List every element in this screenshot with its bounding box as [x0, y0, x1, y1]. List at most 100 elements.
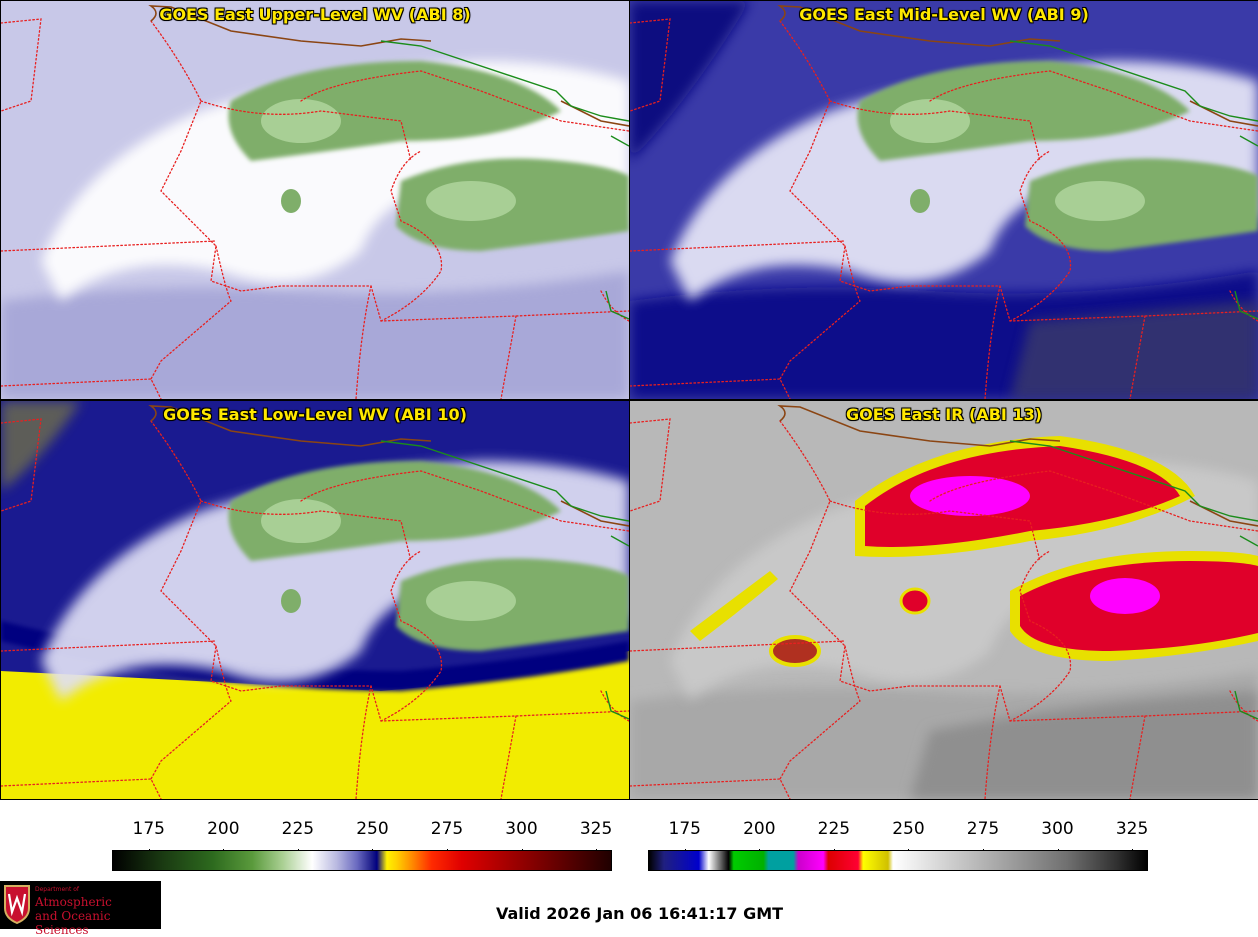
- state-border: [829, 500, 1041, 562]
- country-border: [148, 5, 432, 47]
- panel-title: GOES East IR (ABI 13): [845, 405, 1043, 424]
- state-border: [355, 685, 372, 799]
- state-border: [355, 285, 372, 399]
- state-border: [150, 420, 629, 722]
- colorbar-tick-label: 250: [892, 819, 925, 839]
- logo-line1: Atmospheric: [35, 895, 112, 909]
- province-border: [380, 440, 629, 720]
- country-border: [1189, 500, 1258, 527]
- state-border: [300, 70, 629, 132]
- dry-slot: [630, 1, 750, 161]
- state-border: [630, 778, 791, 799]
- ir-colorbar-gradient: [648, 850, 1148, 871]
- state-border: [150, 245, 232, 380]
- country-border: [777, 405, 1061, 447]
- colorbar-tick-label: 275: [966, 819, 1000, 839]
- state-border: [1, 18, 42, 112]
- state-border: [984, 685, 1001, 799]
- state-border: [630, 640, 846, 652]
- colorbar-tick-label: 300: [1041, 819, 1074, 839]
- state-border: [630, 378, 791, 399]
- state-border: [1, 418, 42, 512]
- cloud-top: [1055, 181, 1145, 221]
- colorbar-tick-label: 175: [132, 819, 166, 839]
- state-border: [380, 550, 443, 722]
- logo-line2: and Oceanic Sciences: [35, 909, 111, 937]
- logo-dept: Department of: [35, 886, 79, 893]
- state-border: [200, 100, 412, 162]
- cloud-cell: [281, 189, 301, 213]
- low-level-wv-panel: GOES East Low-Level WV (ABI 10): [0, 400, 630, 800]
- state-border: [779, 245, 861, 380]
- state-border: [500, 715, 517, 799]
- state-border: [300, 470, 629, 532]
- state-border: [630, 418, 671, 512]
- province-border: [1009, 40, 1258, 320]
- colorbar-tick-label: 275: [430, 819, 464, 839]
- state-border: [600, 690, 629, 722]
- state-border: [500, 315, 517, 399]
- state-border: [150, 20, 629, 322]
- ir-colorbar-ticks: 175 200 225 250 275 300 325: [648, 819, 1149, 854]
- state-border: [380, 150, 443, 322]
- country-border: [560, 500, 629, 527]
- cloud-top: [261, 499, 341, 543]
- state-border: [630, 240, 846, 252]
- cloud-cell: [281, 589, 301, 613]
- moisture-boundary: [1, 621, 629, 691]
- cloud-cell: [910, 189, 930, 213]
- state-border: [984, 285, 1001, 399]
- country-border: [148, 405, 432, 447]
- colorbar-tick-label: 200: [743, 819, 776, 839]
- upper-level-wv-image: [1, 1, 629, 399]
- wv-colorbar-ticks: 175 200 225 250 275 300 325: [112, 819, 613, 854]
- state-border: [600, 290, 629, 322]
- mid-level-wv-panel: GOES East Mid-Level WV (ABI 9): [629, 0, 1258, 400]
- state-border: [150, 645, 232, 780]
- state-border: [779, 645, 861, 780]
- state-border: [1009, 150, 1072, 322]
- country-border: [1189, 100, 1258, 127]
- colorbar-tick-label: 175: [668, 819, 702, 839]
- state-border: [779, 420, 1258, 722]
- colorbar-tick-label: 225: [817, 819, 851, 839]
- colorbar-tick-label: 325: [1115, 819, 1149, 839]
- wv-colorbar-gradient: [112, 850, 612, 871]
- state-border: [1229, 690, 1258, 722]
- ir-cell: [899, 587, 931, 615]
- warm-region: [1, 651, 629, 799]
- cloud-top: [426, 181, 516, 221]
- country-border: [560, 100, 629, 127]
- colorbar-tick-label: 250: [356, 819, 389, 839]
- panel-title: GOES East Upper-Level WV (ABI 8): [159, 5, 471, 24]
- state-border: [1129, 315, 1146, 399]
- colorbar-tick-label: 200: [207, 819, 240, 839]
- state-border: [829, 100, 1041, 162]
- ir-band-west: [690, 571, 778, 641]
- country-border: [777, 5, 1061, 47]
- dry-region: [1010, 301, 1258, 399]
- state-border: [200, 500, 412, 562]
- panel-title: GOES East Low-Level WV (ABI 10): [163, 405, 467, 424]
- province-border: [380, 40, 629, 320]
- cloud-top: [426, 581, 516, 621]
- ir-image: [630, 401, 1258, 799]
- ir-panel: GOES East IR (ABI 13): [629, 400, 1258, 800]
- mid-level-wv-image: [630, 1, 1258, 399]
- state-border: [929, 470, 1258, 532]
- state-border: [1009, 550, 1072, 722]
- low-level-wv-image: [1, 401, 629, 799]
- province-border: [1009, 440, 1258, 720]
- state-border: [1, 240, 217, 252]
- aos-logo: Department of Atmospheric and Oceanic Sc…: [0, 881, 161, 937]
- cloud-top: [890, 99, 970, 143]
- state-border: [630, 18, 671, 112]
- state-border: [1129, 715, 1146, 799]
- wv-colorbar: 175 200 225 250 275 300 325: [112, 815, 612, 875]
- ir-cloud-core: [910, 476, 1030, 516]
- state-border: [1229, 290, 1258, 322]
- ir-cell: [769, 635, 821, 667]
- uw-crest-icon: [4, 885, 30, 924]
- valid-time: Valid 2026 Jan 06 16:41:17 GMT: [496, 904, 784, 923]
- colorbar-tick-label: 325: [579, 819, 613, 839]
